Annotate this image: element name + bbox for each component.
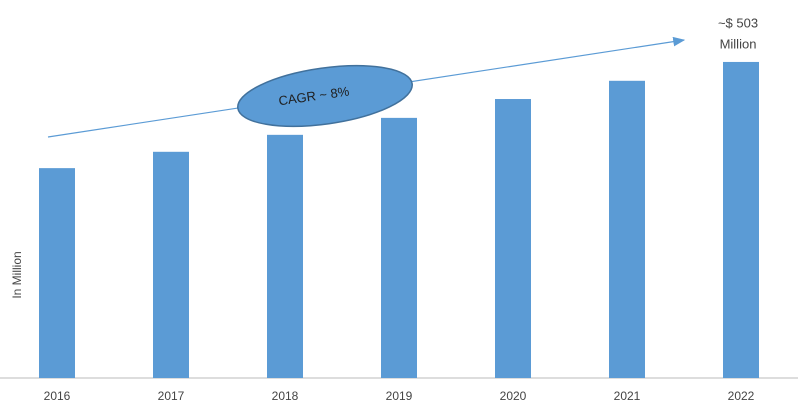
bar bbox=[381, 117, 417, 379]
cagr-ellipse bbox=[237, 64, 413, 128]
y-axis-label: In Million bbox=[10, 251, 24, 298]
x-tick-label: 2017 bbox=[158, 389, 185, 403]
x-tick-label: 2022 bbox=[728, 389, 755, 403]
bar bbox=[267, 134, 303, 378]
bar bbox=[153, 151, 189, 378]
x-tick-label: 2020 bbox=[500, 389, 527, 403]
end-value-unit: Million bbox=[720, 36, 757, 51]
bar bbox=[609, 80, 645, 378]
x-tick-label: 2021 bbox=[614, 389, 641, 403]
x-tick-label: 2018 bbox=[272, 389, 299, 403]
bar bbox=[723, 61, 759, 378]
bar bbox=[39, 168, 75, 378]
x-tick-label: 2019 bbox=[386, 389, 413, 403]
end-value-label: ~$ 503 bbox=[718, 15, 758, 30]
bar bbox=[495, 99, 531, 379]
x-tick-label: 2016 bbox=[44, 389, 71, 403]
